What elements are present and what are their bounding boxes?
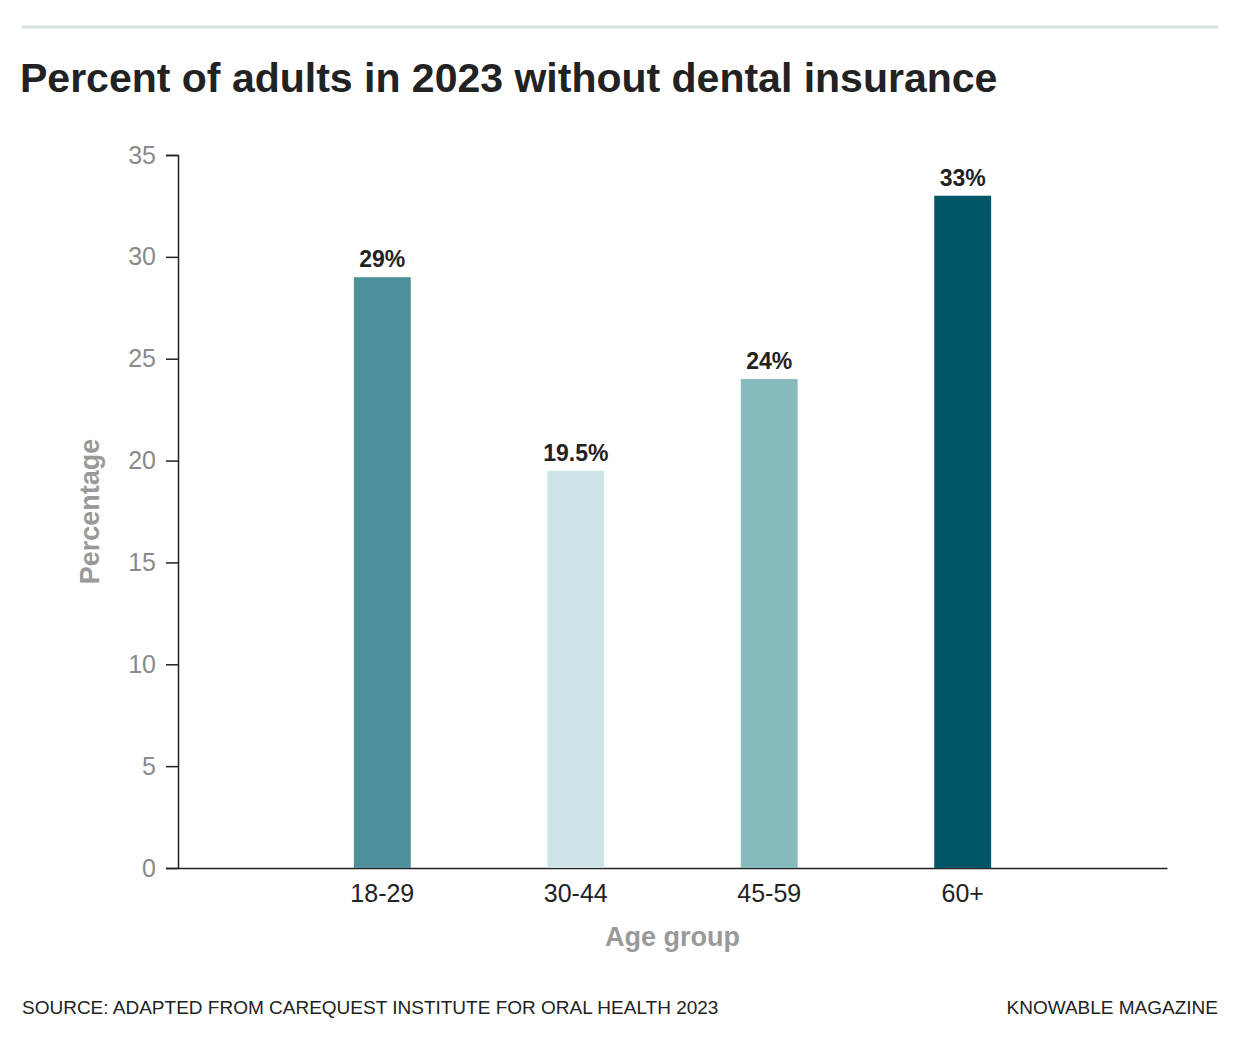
x-tick: 60+ xyxy=(941,879,983,907)
y-tick-label: 30 xyxy=(128,242,156,270)
x-tick-label: 45-59 xyxy=(737,879,801,907)
y-tick: 20 xyxy=(128,446,178,474)
source: SOURCE: ADAPTED FROM CAREQUEST INSTITUTE… xyxy=(22,997,718,1018)
y-tick-mark xyxy=(166,460,178,462)
y-tick-label: 35 xyxy=(128,141,156,169)
y-tick: 10 xyxy=(128,650,178,678)
y-tick-mark xyxy=(166,155,178,157)
data-label: 24% xyxy=(746,348,792,374)
x-axis: 18-29 30-44 45-59 60+ xyxy=(179,869,1168,907)
y-tick-label: 20 xyxy=(128,446,156,474)
chart: Percent of adults in 2023 without dental… xyxy=(0,0,1240,1040)
y-tick-mark xyxy=(166,358,178,360)
y-tick: 30 xyxy=(128,242,178,270)
data-label: 19.5% xyxy=(543,440,608,466)
y-tick-mark xyxy=(166,664,178,666)
data-label: 29% xyxy=(359,246,405,272)
y-tick: 5 xyxy=(142,752,178,780)
data-label: 33% xyxy=(940,165,986,191)
y-tick-label: 25 xyxy=(128,344,156,372)
x-tick: 45-59 xyxy=(737,879,801,907)
y-axis: 0 5 10 15 20 25 30 35 xyxy=(128,141,178,882)
y-axis-line xyxy=(166,156,179,869)
x-tick: 30-44 xyxy=(544,879,608,907)
y-tick-mark xyxy=(166,562,178,564)
y-tick-label: 10 xyxy=(128,650,156,678)
title: Percent of adults in 2023 without dental… xyxy=(20,55,997,101)
bar xyxy=(741,379,798,868)
x-tick-label: 18-29 xyxy=(350,879,414,907)
y-tick-label: 0 xyxy=(142,854,156,882)
x-tick-label: 60+ xyxy=(941,879,983,907)
x-tick: 18-29 xyxy=(350,879,414,907)
y-tick-label: 15 xyxy=(128,548,156,576)
y-tick: 0 xyxy=(142,854,178,882)
bar xyxy=(547,471,604,868)
bar xyxy=(934,196,991,868)
y-tick-mark xyxy=(166,868,178,870)
y-tick: 25 xyxy=(128,344,178,372)
x-axis-title: Age group xyxy=(605,922,740,952)
data-labels: 29% 19.5% 24% 33% xyxy=(359,165,985,466)
bars xyxy=(354,196,991,868)
y-axis-title: Percentage xyxy=(75,439,105,585)
y-tick-mark xyxy=(166,766,178,768)
y-tick-mark xyxy=(166,257,178,259)
y-tick: 35 xyxy=(128,141,178,169)
credit: KNOWABLE MAGAZINE xyxy=(1007,997,1219,1018)
y-tick-label: 5 xyxy=(142,752,156,780)
x-tick-label: 30-44 xyxy=(544,879,608,907)
top-rule xyxy=(22,26,1218,29)
y-tick: 15 xyxy=(128,548,178,576)
bar xyxy=(354,277,411,868)
x-axis-line xyxy=(179,868,1168,870)
